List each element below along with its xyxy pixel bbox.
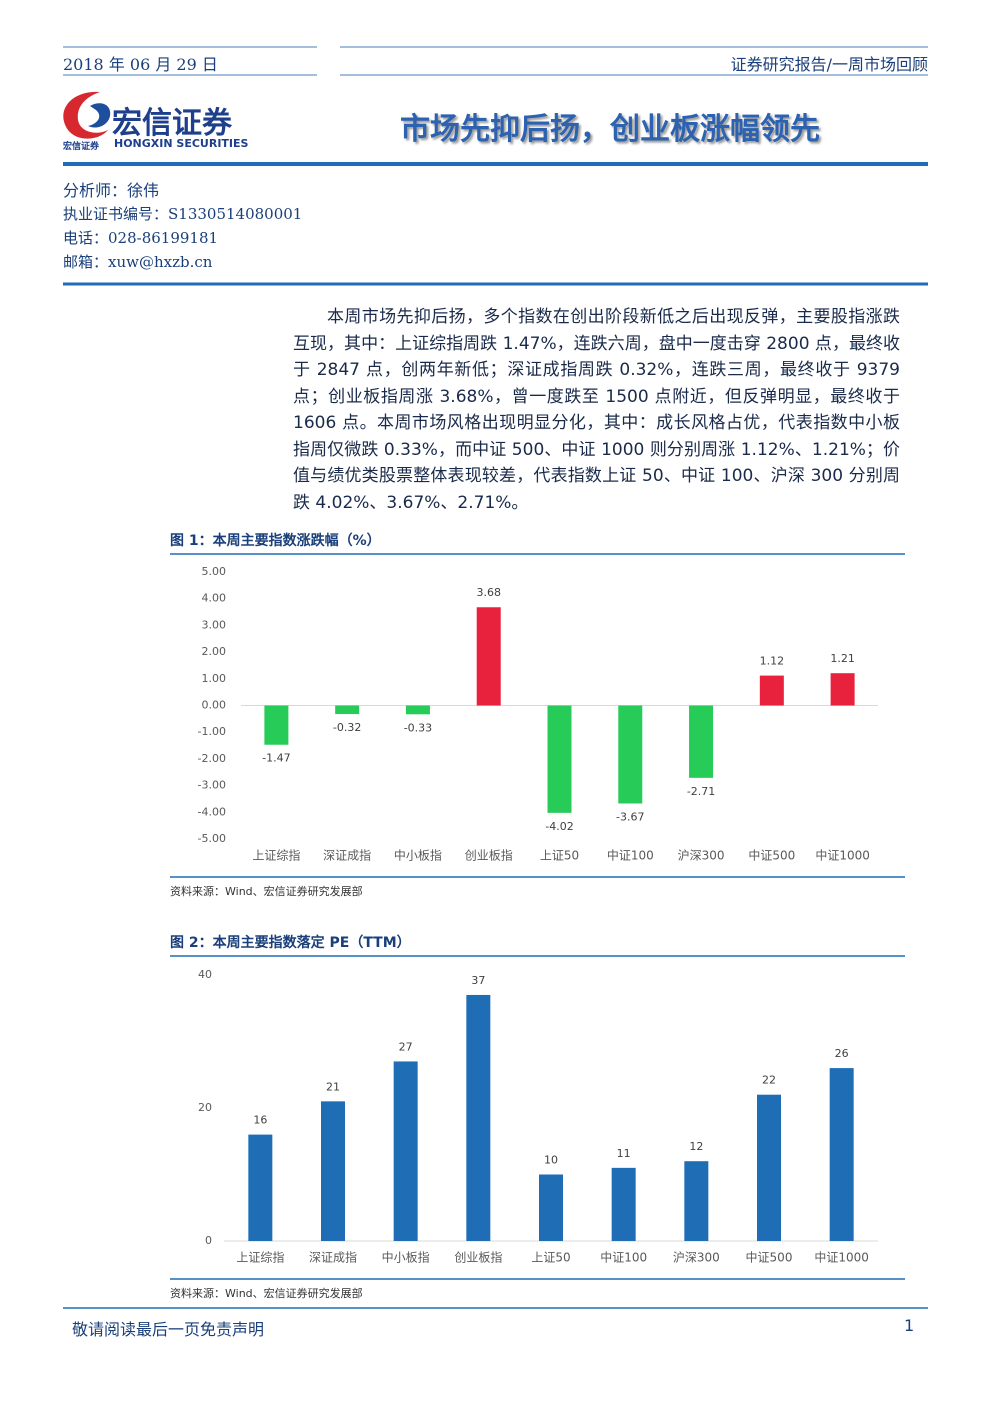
analyst-email: 邮箱：xuw@hxzb.cn [63,253,213,271]
y-tick-label: 40 [198,968,212,981]
x-tick-label: 中小板指 [394,848,442,863]
value-label: 3.68 [476,586,501,599]
x-tick-label: 深证成指 [323,848,371,863]
footer-disclaimer: 敬请阅读最后一页免责声明 [72,1320,265,1339]
value-label: 1.21 [830,652,855,665]
bar [759,675,784,706]
page-number: 1 [904,1316,915,1335]
analyst-name: 分析师：徐伟 [63,181,160,200]
value-label: 10 [544,1154,558,1167]
value-label: 12 [689,1140,703,1153]
value-label: 27 [399,1040,413,1053]
value-label: 21 [326,1080,340,1093]
figure-caption: 图 2：本周主要指数落定 PE（TTM） [170,935,411,951]
figure-caption: 图 1：本周主要指数涨跌幅（%） [170,533,381,549]
y-tick-label: 5.00 [202,565,227,578]
bar [248,1134,273,1241]
x-tick-label: 中证1000 [815,848,870,863]
x-tick-label: 中证100 [600,1250,647,1265]
bar [321,1101,345,1241]
bar [466,994,491,1241]
report-type: 证券研究报告/一周市场回顾 [730,55,928,74]
x-tick-label: 上证综指 [236,1250,284,1265]
bar [829,1068,854,1241]
x-tick-label: 中证100 [607,848,654,863]
bar [611,1167,636,1241]
logo-mark [63,91,111,139]
bar [405,705,430,715]
x-tick-label: 中小板指 [382,1250,430,1265]
logo-small: 宏信证券 [63,142,100,152]
date: 2018 年 06 月 29 日 [63,55,218,74]
value-label: 26 [835,1047,849,1060]
x-tick-label: 中证500 [746,1250,793,1265]
bar [335,705,360,715]
figure-source: 资料来源：Wind、宏信证券研究发展部 [170,885,363,898]
x-tick-label: 深证成指 [309,1250,357,1265]
value-label: 1.12 [760,655,785,668]
y-tick-label: -5.00 [198,832,226,845]
value-label: -1.47 [262,752,290,765]
value-label: 16 [253,1114,267,1127]
value-label: -4.02 [545,820,573,833]
x-tick-label: 中证500 [748,848,795,863]
x-tick-label: 创业板指 [454,1250,502,1265]
analyst-license: 执业证书编号：S1330514080001 [63,205,303,223]
bar [476,607,501,706]
figure-source: 资料来源：Wind、宏信证券研究发展部 [170,1287,363,1300]
value-label: 11 [617,1147,631,1160]
bar [393,1061,418,1241]
bar [684,1161,709,1241]
value-label: 22 [762,1074,776,1087]
value-label: -0.33 [404,721,432,734]
x-tick-label: 上证50 [540,849,579,863]
logo-en: HONGXIN SECURITIES [114,137,249,150]
report-title: 市场先抑后扬，创业板涨幅领先 [400,112,820,147]
value-label: -2.71 [687,785,715,798]
y-tick-label: 0 [205,1234,212,1247]
logo-text: 宏信证券 [112,106,232,141]
y-tick-label: -4.00 [198,805,226,818]
y-tick-label: 4.00 [202,592,227,605]
y-tick-label: -3.00 [198,779,226,792]
y-tick-label: 20 [198,1101,212,1114]
value-label: -0.32 [333,721,361,734]
bar [757,1094,781,1241]
y-tick-label: 3.00 [202,618,227,631]
x-tick-label: 上证50 [531,1251,570,1265]
x-tick-label: 上证综指 [252,848,300,863]
value-label: -3.67 [616,810,644,823]
y-tick-label: -1.00 [198,725,226,738]
x-tick-label: 中证1000 [814,1250,869,1265]
analyst-phone: 电话：028-86199181 [63,229,219,247]
x-tick-label: 沪深300 [673,1251,720,1265]
bar [618,705,643,804]
y-tick-label: 2.00 [202,645,227,658]
y-tick-label: -2.00 [198,752,226,765]
bar [539,1174,563,1241]
bar [689,705,714,778]
value-label: 37 [471,974,485,987]
y-tick-label: 0.00 [202,699,227,712]
x-tick-label: 创业板指 [465,848,513,863]
bar [264,705,289,745]
bar [547,705,572,813]
bar [830,673,855,706]
y-tick-label: 1.00 [202,672,227,685]
summary: 本周市场先抑后扬，多个指数在创出阶段新低之后出现反弹，主要股指涨跌互现，其中：上… [293,307,900,513]
x-tick-label: 沪深300 [678,849,725,863]
